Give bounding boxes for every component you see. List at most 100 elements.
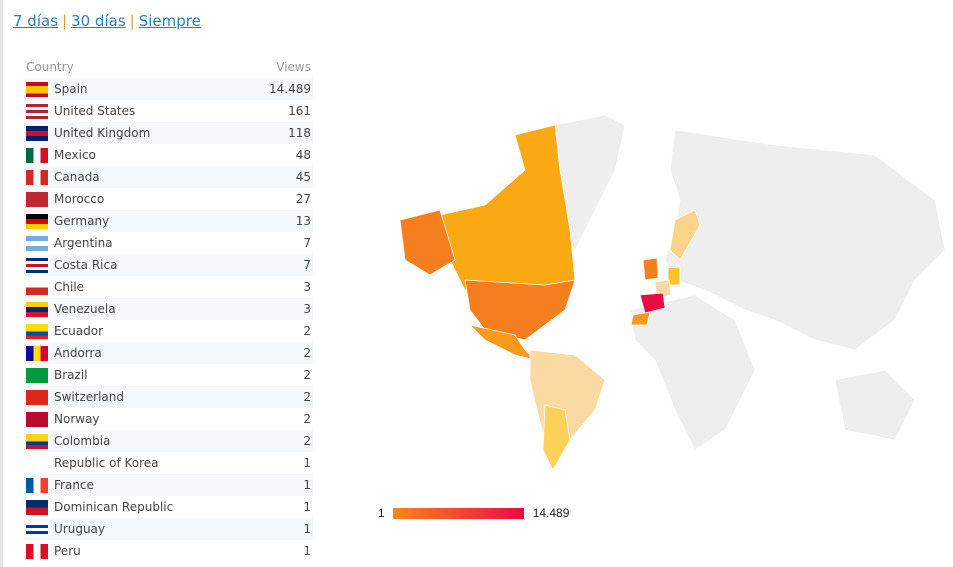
country-name: Canada (54, 169, 100, 184)
table-row: Germany 13 (24, 210, 313, 232)
country-cell: Mexico (24, 144, 246, 166)
country-cell: Chile (24, 276, 246, 298)
table-row: Spain 14.489 (24, 78, 313, 100)
flag-icon (26, 499, 48, 515)
country-name: United Kingdom (54, 125, 151, 140)
flag-icon (26, 367, 48, 383)
country-name: Colombia (54, 433, 111, 448)
views-cell: 45 (295, 170, 311, 184)
country-cell: Uruguay (24, 518, 246, 540)
table-row: Canada 45 (24, 166, 313, 188)
views-cell: 2 (303, 368, 311, 382)
map-south-america (529, 349, 606, 472)
flag-icon (26, 433, 48, 449)
flag-icon (26, 125, 48, 141)
country-cell: Dominican Republic (24, 496, 246, 518)
period-30-days-link[interactable]: 30 días (71, 12, 126, 30)
table-row: Brazil 2 (24, 364, 313, 386)
views-cell: 1 (303, 544, 311, 558)
country-name: Peru (54, 543, 81, 558)
views-cell: 1 (303, 478, 311, 492)
table-row: Chile 3 (24, 276, 313, 298)
country-cell: Switzerland (24, 386, 246, 408)
views-cell: 2 (303, 324, 311, 338)
map-africa (629, 294, 756, 451)
country-cell: Brazil (24, 364, 246, 386)
table-row: Mexico 48 (24, 144, 313, 166)
country-cell: United States (24, 100, 246, 122)
flag-icon (26, 213, 48, 229)
table-row: Costa Rica 7 (24, 254, 313, 276)
views-cell: 27 (295, 192, 311, 206)
map-canada (439, 124, 576, 291)
views-cell: 3 (303, 302, 311, 316)
country-views-table: Country Views Spain 14.489 United States 161… (24, 56, 313, 562)
table-row: Argentina 7 (24, 232, 313, 254)
country-cell: Ecuador (24, 320, 246, 342)
views-cell: 2 (303, 390, 311, 404)
period-always-link[interactable]: Siempre (138, 12, 201, 30)
flag-icon (26, 323, 48, 339)
country-header: Country (26, 60, 74, 74)
country-cell: Morocco (24, 188, 246, 210)
table-row: Colombia 2 (24, 430, 313, 452)
views-cell: 2 (303, 346, 311, 360)
views-cell: 7 (303, 258, 311, 272)
country-cell: Germany (24, 210, 246, 232)
flag-icon (26, 521, 48, 537)
views-cell: 13 (295, 214, 311, 228)
country-cell: United Kingdom (24, 122, 246, 144)
country-cell: Argentina (24, 232, 246, 254)
views-cell: 2 (303, 412, 311, 426)
country-cell: Andorra (24, 342, 246, 364)
views-cell: 48 (295, 148, 311, 162)
legend-min: 1 (378, 506, 385, 520)
country-name: Costa Rica (54, 257, 118, 272)
country-cell: Canada (24, 166, 246, 188)
country-cell: Costa Rica (24, 254, 246, 276)
map-norway (669, 209, 701, 261)
views-cell: 14.489 (269, 82, 311, 96)
table-row: Morocco 27 (24, 188, 313, 210)
country-name: Morocco (54, 191, 105, 206)
table-row: Venezuela 3 (24, 298, 313, 320)
map-alaska (399, 209, 456, 276)
flag-icon (26, 389, 48, 405)
table-row: Republic of Korea 1 (24, 452, 313, 474)
country-name: Chile (54, 279, 85, 294)
views-cell: 1 (303, 500, 311, 514)
map-usa (464, 279, 576, 341)
map-color-legend: 1 14.489 (378, 506, 569, 520)
country-name: France (54, 477, 94, 492)
country-name: Uruguay (54, 521, 105, 536)
table-row: Uruguay 1 (24, 518, 313, 540)
flag-icon (26, 103, 48, 119)
period-7-days-link[interactable]: 7 días (13, 12, 59, 30)
views-cell: 3 (303, 280, 311, 294)
views-cell: 118 (288, 126, 311, 140)
flag-icon (26, 345, 48, 361)
country-name: Switzerland (54, 389, 124, 404)
flag-icon (26, 411, 48, 427)
map-spain (639, 292, 666, 314)
table-row: Norway 2 (24, 408, 313, 430)
table-row: France 1 (24, 474, 313, 496)
views-cell: 7 (303, 236, 311, 250)
separator: | (129, 12, 135, 30)
map-australia (834, 369, 916, 441)
map-argentina-chile (542, 404, 571, 471)
country-cell: Norway (24, 408, 246, 430)
country-cell: Colombia (24, 430, 246, 452)
country-name: Norway (54, 411, 100, 426)
period-selector: 7 días | 30 días | Siempre (13, 12, 201, 30)
flag-icon (26, 169, 48, 185)
map-uk (642, 257, 659, 281)
country-name: Andorra (54, 345, 102, 360)
flag-icon (26, 301, 48, 317)
flag-icon (26, 477, 48, 493)
country-name: Spain (54, 81, 88, 96)
country-cell: Peru (24, 540, 246, 562)
views-header: Views (276, 60, 311, 74)
country-name: Ecuador (54, 323, 104, 338)
country-cell: France (24, 474, 246, 496)
